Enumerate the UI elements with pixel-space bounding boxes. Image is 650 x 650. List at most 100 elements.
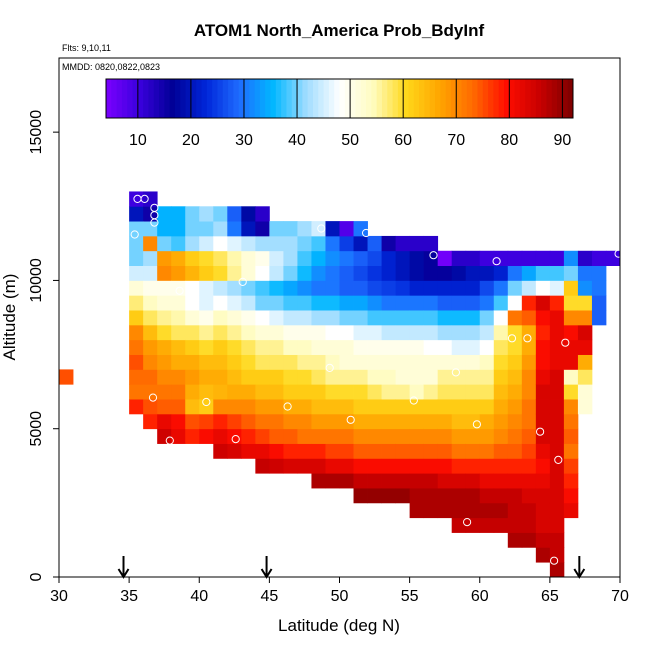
x-tick-label: 45 bbox=[260, 588, 278, 605]
heatmap-cell bbox=[381, 473, 396, 489]
chart-title: ATOM1 North_America Prob_BdyInf bbox=[194, 21, 485, 40]
heatmap-cell bbox=[437, 280, 453, 296]
colorbar-swatch bbox=[270, 79, 277, 118]
heatmap-cell bbox=[227, 295, 242, 311]
heatmap-cell bbox=[227, 221, 242, 237]
heatmap-cell bbox=[213, 235, 228, 252]
y-tick-label: 0 bbox=[28, 572, 45, 581]
colorbar-swatch bbox=[392, 79, 399, 118]
heatmap-cell bbox=[325, 458, 340, 474]
heatmap-cell bbox=[409, 413, 425, 430]
observation-point bbox=[554, 455, 563, 464]
heatmap-cell bbox=[563, 295, 579, 311]
heatmap-cell bbox=[227, 399, 242, 415]
heatmap-cell bbox=[171, 221, 186, 237]
heatmap-cell bbox=[227, 265, 242, 281]
colorbar-swatch bbox=[180, 79, 187, 118]
observation-point bbox=[550, 556, 559, 565]
heatmap-cell bbox=[269, 310, 284, 326]
heatmap-cell bbox=[199, 354, 214, 370]
colorbar-swatch bbox=[567, 79, 574, 118]
heatmap-cell bbox=[171, 295, 186, 311]
heatmap-cell bbox=[339, 339, 354, 355]
heatmap-cell bbox=[185, 369, 200, 385]
heatmap-cell bbox=[493, 413, 509, 430]
observation-points bbox=[120, 194, 623, 565]
heatmap-cell bbox=[129, 369, 144, 385]
heatmap-cell bbox=[479, 502, 495, 519]
observation-point bbox=[507, 334, 517, 343]
heatmap-cell bbox=[367, 384, 382, 400]
heatmap-cell bbox=[451, 517, 467, 533]
colorbar-swatch bbox=[419, 79, 425, 118]
heatmap-cell bbox=[255, 235, 270, 252]
heatmap-cell bbox=[493, 473, 509, 489]
x-tick-label: 40 bbox=[190, 588, 208, 605]
heatmap-cell bbox=[465, 428, 481, 444]
heatmap-cell bbox=[325, 265, 340, 281]
heatmap-cell bbox=[129, 235, 144, 252]
colorbar-swatch bbox=[493, 79, 500, 118]
heatmap-cell bbox=[409, 443, 425, 459]
heatmap-cell bbox=[311, 280, 326, 296]
heatmap-cell bbox=[129, 206, 144, 222]
observation-point bbox=[523, 334, 532, 343]
heatmap-cell bbox=[507, 250, 523, 266]
colorbar-swatch bbox=[164, 79, 171, 118]
heatmap-cell bbox=[507, 428, 523, 444]
colorbar-swatch bbox=[222, 79, 229, 118]
heatmap-cell bbox=[493, 517, 509, 533]
heatmap-cell bbox=[381, 369, 396, 385]
heatmap-cell bbox=[507, 488, 523, 504]
heatmap-cell bbox=[451, 310, 467, 326]
heatmap-cell bbox=[521, 399, 537, 415]
heatmap-cell bbox=[451, 413, 467, 430]
colorbar-swatch bbox=[355, 79, 362, 118]
heatmap-cell bbox=[269, 250, 284, 266]
heatmap-cell bbox=[283, 399, 298, 415]
heatmap-cell bbox=[199, 324, 214, 341]
colorbar-swatch bbox=[275, 79, 282, 118]
colorbar-swatch bbox=[169, 79, 176, 118]
heatmap-cell bbox=[241, 310, 256, 326]
heatmap-cell bbox=[297, 221, 312, 237]
heatmap-cell bbox=[479, 413, 495, 430]
heatmap-cell bbox=[507, 384, 523, 400]
heatmap-cell bbox=[129, 280, 144, 296]
heatmap-cell bbox=[465, 413, 481, 430]
heatmap-cell bbox=[325, 399, 340, 415]
colorbar-swatch bbox=[148, 79, 155, 118]
colorbar-tick-label: 50 bbox=[341, 132, 359, 149]
heatmap-cell bbox=[269, 443, 284, 459]
heatmap-cell bbox=[339, 250, 354, 266]
heatmap-cell bbox=[465, 488, 481, 504]
heatmap-cell bbox=[339, 354, 354, 370]
heatmap-cell bbox=[185, 206, 200, 222]
heatmap-cell bbox=[507, 399, 523, 415]
heatmap-cell bbox=[353, 250, 368, 266]
heatmap-cell bbox=[367, 295, 382, 311]
heatmap-cell bbox=[381, 488, 396, 504]
heatmap-cell bbox=[297, 310, 312, 326]
heatmap-cell bbox=[227, 206, 242, 222]
heatmap-cell bbox=[157, 280, 172, 296]
heatmap-cell bbox=[381, 250, 396, 266]
y-tick-label: 10000 bbox=[28, 258, 45, 303]
heatmap-cell bbox=[437, 250, 453, 266]
heatmap-cell bbox=[521, 428, 537, 444]
heatmap-cell bbox=[437, 265, 453, 281]
heatmap-cell bbox=[129, 191, 144, 207]
heatmap-cell bbox=[199, 310, 214, 326]
heatmap-cell bbox=[549, 354, 565, 370]
colorbar-swatch bbox=[424, 79, 431, 118]
colorbar-swatch bbox=[445, 79, 452, 118]
heatmap-cell bbox=[157, 384, 172, 400]
heatmap-cell bbox=[507, 339, 523, 355]
heatmap-cell bbox=[311, 354, 326, 370]
heatmap-cell bbox=[325, 384, 340, 400]
heatmap-cell bbox=[409, 384, 425, 400]
heatmap-cell bbox=[339, 280, 354, 296]
heatmap-cell bbox=[129, 310, 144, 326]
heatmap-cell bbox=[213, 369, 228, 385]
heatmap-cell bbox=[129, 250, 144, 266]
